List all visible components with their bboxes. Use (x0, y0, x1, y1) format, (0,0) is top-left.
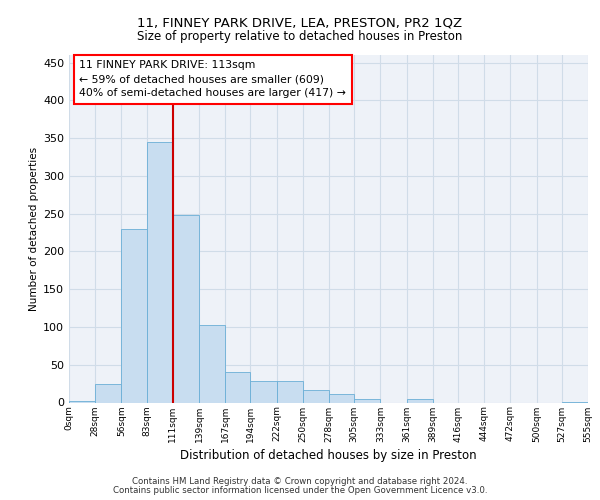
Bar (225, 372, 250, 402)
Bar (95, 384, 121, 402)
Bar (146, 142, 173, 403)
Bar (407, 400, 433, 402)
X-axis label: Distribution of detached houses by size in Preston: Distribution of detached houses by size … (180, 448, 477, 462)
Text: Contains HM Land Registry data © Crown copyright and database right 2024.: Contains HM Land Registry data © Crown c… (132, 477, 468, 486)
Bar (121, 229, 146, 402)
Bar (250, 380, 277, 402)
Text: 11 FINNEY PARK DRIVE: 113sqm
← 59% of detached houses are smaller (609)
40% of s: 11 FINNEY PARK DRIVE: 113sqm ← 59% of de… (79, 60, 346, 98)
Bar (173, 215, 199, 402)
Bar (354, 398, 380, 402)
Y-axis label: Number of detached properties: Number of detached properties (29, 146, 39, 311)
Text: Contains public sector information licensed under the Open Government Licence v3: Contains public sector information licen… (113, 486, 487, 495)
Text: 11, FINNEY PARK DRIVE, LEA, PRESTON, PR2 1QZ: 11, FINNEY PARK DRIVE, LEA, PRESTON, PR2… (137, 16, 463, 29)
Bar (199, 324, 225, 402)
Text: Size of property relative to detached houses in Preston: Size of property relative to detached ho… (137, 30, 463, 43)
Bar (277, 380, 303, 402)
Bar (329, 394, 354, 402)
Bar (303, 390, 329, 402)
Bar (69, 401, 95, 402)
